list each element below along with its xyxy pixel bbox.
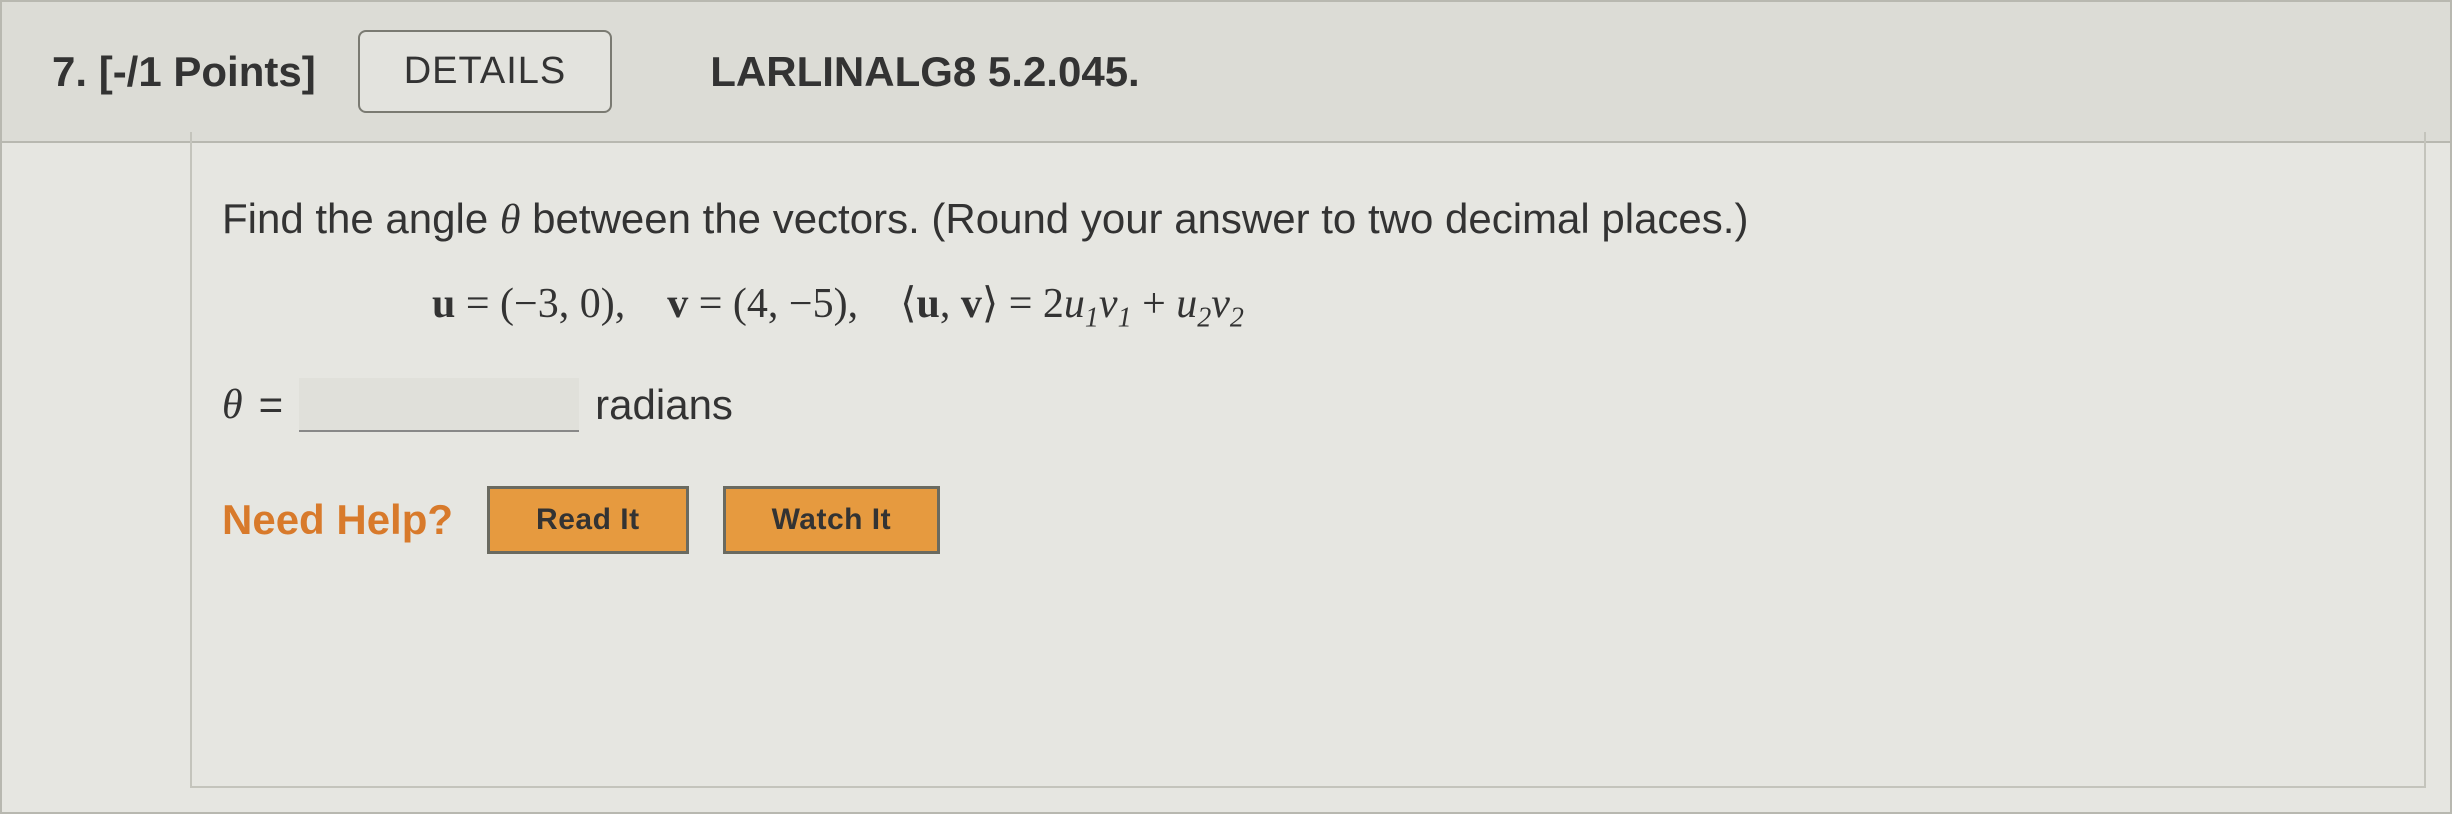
details-button[interactable]: DETAILS [358,30,613,113]
prompt-suffix: between the vectors. (Round your answer … [521,195,1749,242]
v-value: = (4, −5), [688,281,858,327]
answer-input[interactable] [299,378,579,432]
question-container: 7. [-/1 Points] DETAILS LARLINALG8 5.2.0… [0,0,2452,814]
answer-theta: θ [222,381,243,429]
bracket-open: ⟨ [900,281,916,327]
right-divider [2424,132,2426,788]
sub1: 1 [1085,302,1099,333]
question-header: 7. [-/1 Points] DETAILS LARLINALG8 5.2.0… [2,2,2450,143]
question-number: 7. [-/1 Points] [52,48,316,96]
ip-eq: = 2 [998,281,1064,327]
help-row: Need Help? Read It Watch It [222,486,2450,554]
subv2: 2 [1230,302,1244,333]
answer-unit: radians [595,381,733,429]
plus: + [1132,281,1177,327]
sub2: 2 [1197,302,1211,333]
equation-line: u = (−3, 0), v = (4, −5), ⟨u, v⟩ = 2u1v1… [432,278,2450,334]
answer-equals: = [259,381,284,429]
watch-it-button[interactable]: Watch It [723,486,941,554]
v1: v [1099,281,1118,327]
u-vector: u [432,281,455,327]
question-body: Find the angle θ between the vectors. (R… [2,143,2450,554]
theta-symbol: θ [500,197,521,243]
points-text: [-/1 Points] [99,48,316,95]
read-it-button[interactable]: Read It [487,486,689,554]
v-vector: v [667,281,688,327]
left-divider [190,132,192,788]
need-help-label: Need Help? [222,496,453,544]
ip-sep: , [940,281,961,327]
ip-u: u [916,281,939,327]
u-value: = (−3, 0), [455,281,625,327]
prompt-text: Find the angle θ between the vectors. (R… [222,195,2450,244]
ip-v: v [961,281,982,327]
bracket-close: ⟩ [982,281,998,327]
v2: v [1211,281,1230,327]
u1: u [1064,281,1085,327]
question-number-text: 7. [52,48,87,95]
prompt-prefix: Find the angle [222,195,500,242]
bottom-divider [190,786,2426,788]
answer-line: θ = radians [222,378,2450,432]
source-reference: LARLINALG8 5.2.045. [710,48,1139,96]
subv1: 1 [1118,302,1132,333]
u2: u [1176,281,1197,327]
